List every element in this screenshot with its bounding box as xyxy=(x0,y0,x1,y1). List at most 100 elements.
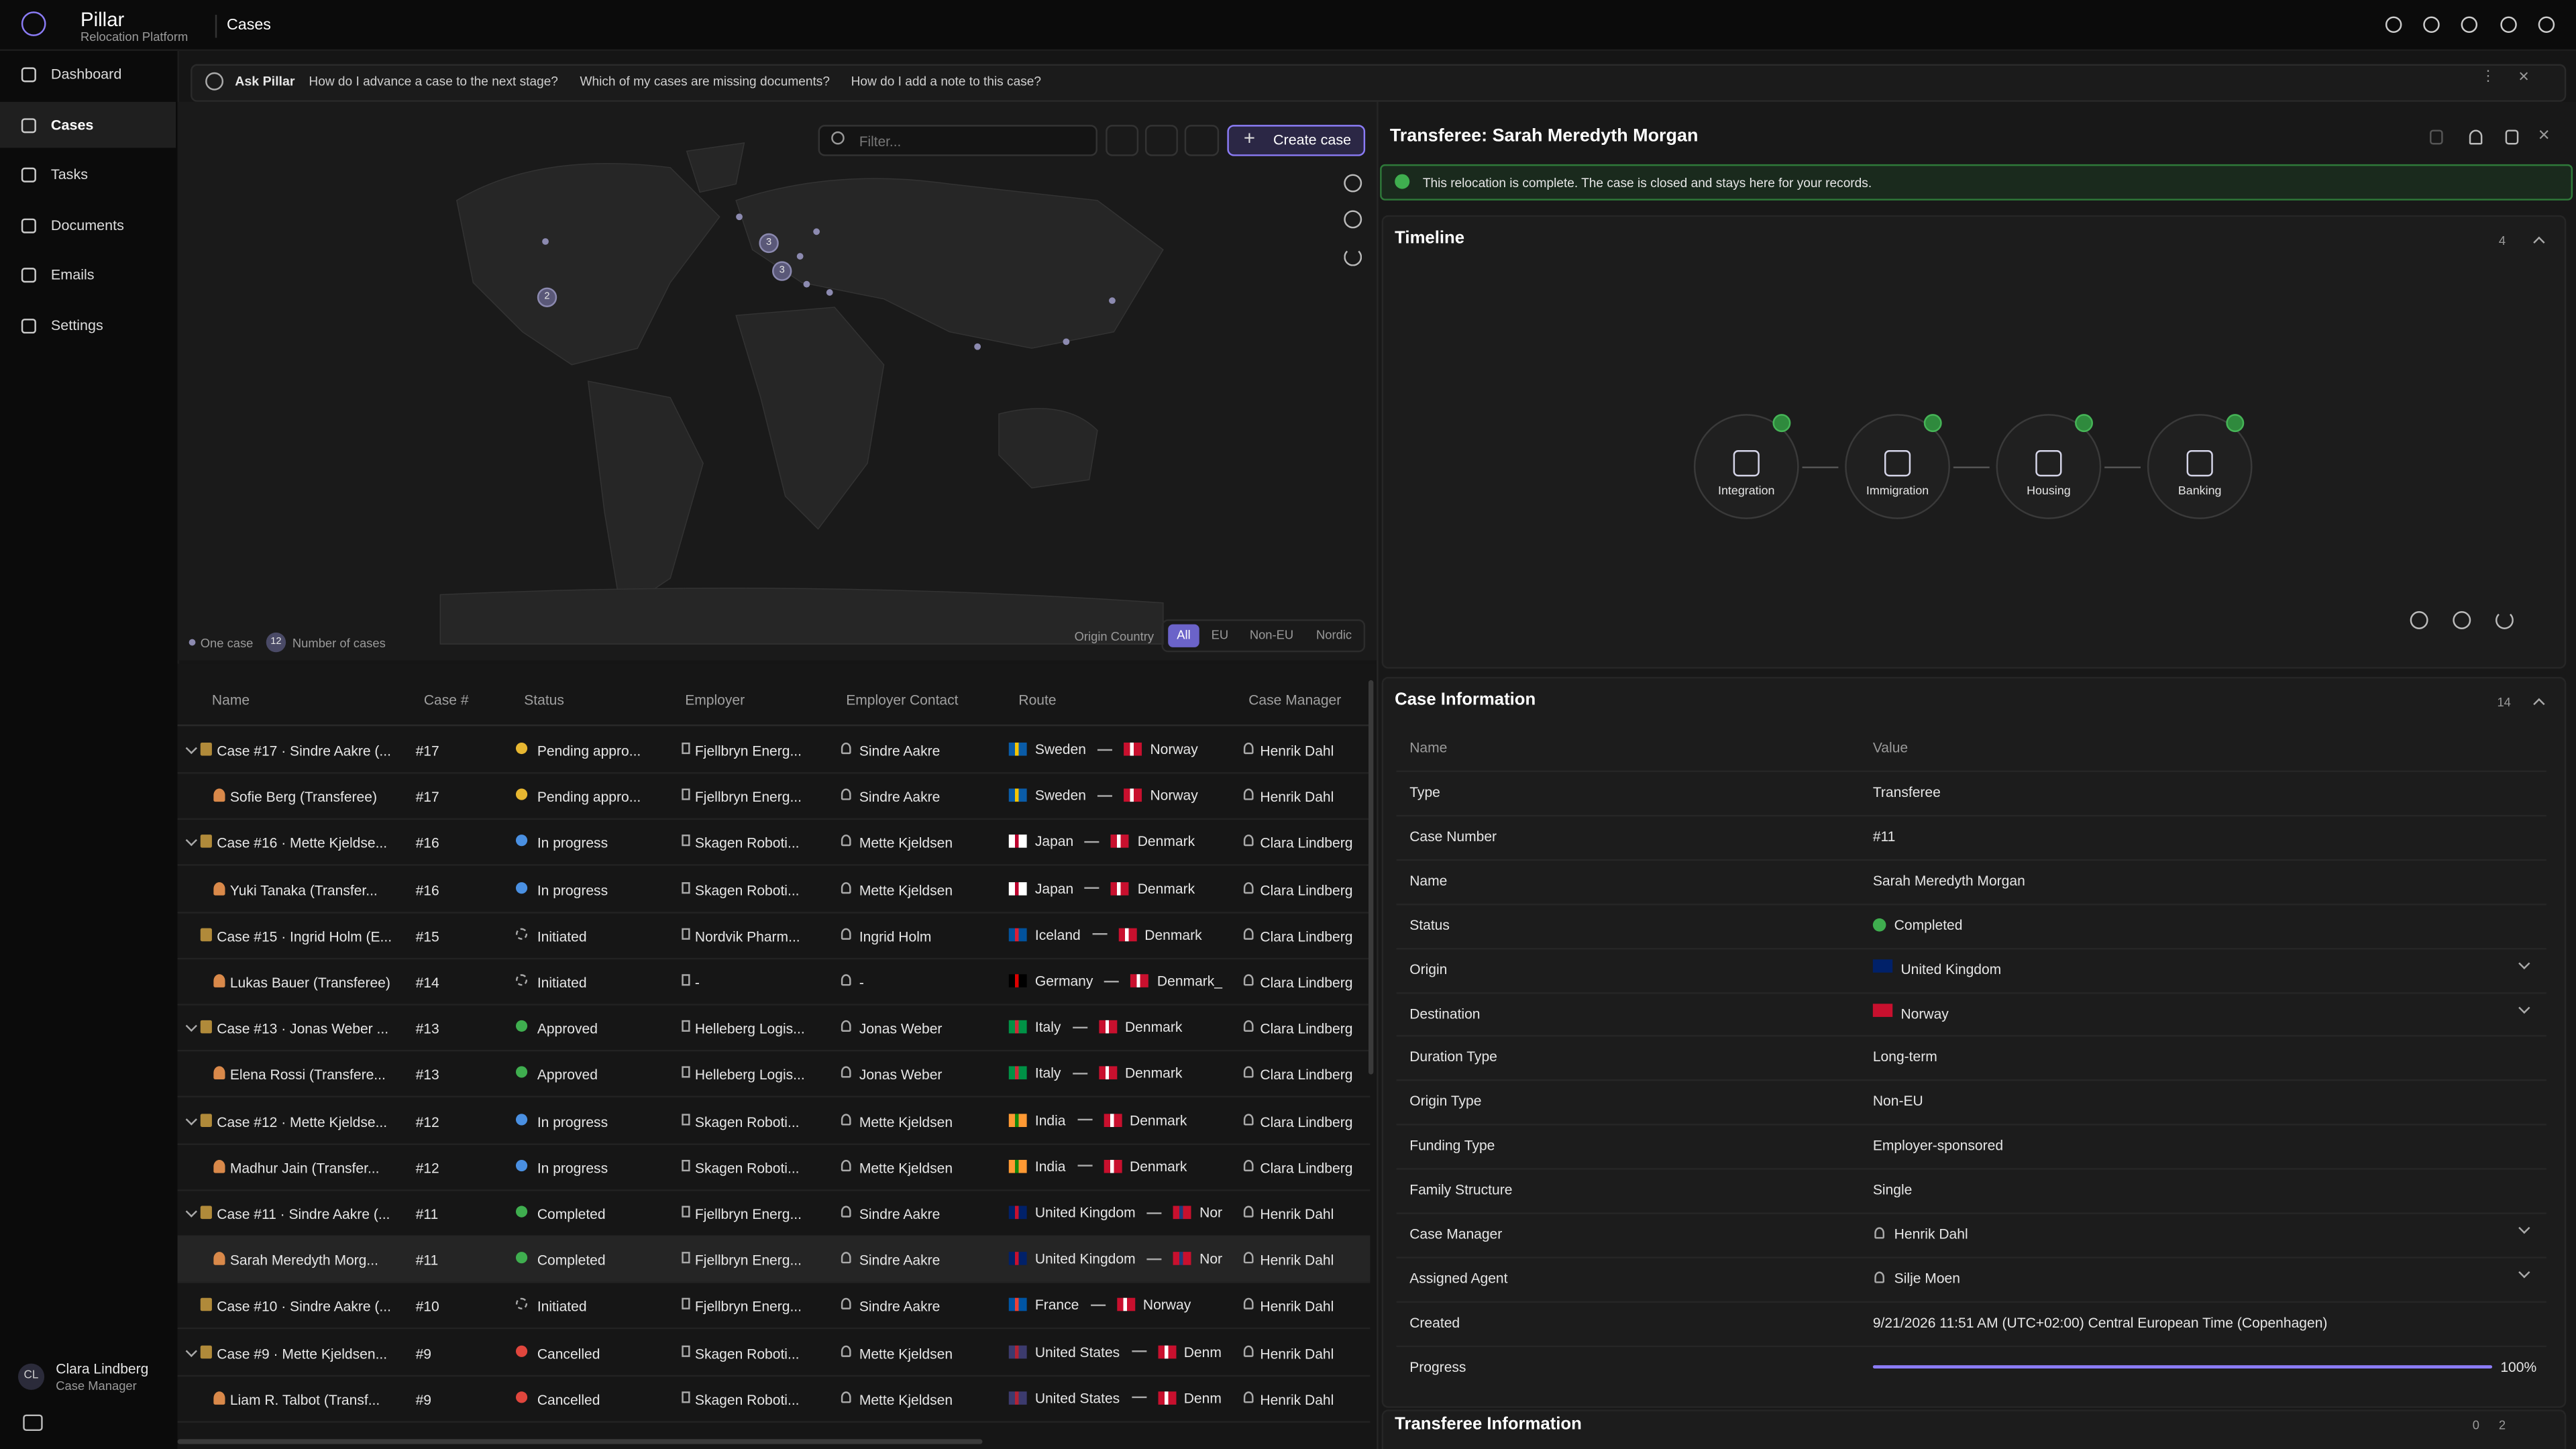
table-row[interactable]: Yuki Tanaka (Transfer... #16 In progress Sk… xyxy=(177,865,1371,913)
map-point[interactable] xyxy=(826,289,833,296)
filter-input[interactable] xyxy=(818,125,1097,156)
header-icon[interactable] xyxy=(2423,16,2440,33)
print-icon[interactable] xyxy=(2505,129,2519,145)
map-cluster[interactable]: 3 xyxy=(772,261,792,281)
column-header[interactable]: Status xyxy=(524,692,564,708)
reset-view[interactable] xyxy=(1344,248,1362,266)
zoom-in[interactable] xyxy=(1344,174,1362,193)
table-row[interactable]: Lukas Bauer (Transferee) #14 Initiated - - Ge… xyxy=(177,958,1371,1006)
row-status: In progress xyxy=(537,1113,608,1130)
table-row[interactable]: Case #15 · Ingrid Holm (E... #15 Initiated… xyxy=(177,912,1371,959)
nav-item[interactable]: Settings xyxy=(50,317,103,334)
expand-chevron[interactable] xyxy=(185,1020,197,1032)
ask-suggestion[interactable]: How do I add a note to this case? xyxy=(851,74,1042,89)
contact-icon xyxy=(841,1113,851,1125)
map-point[interactable] xyxy=(974,343,981,350)
flag xyxy=(1872,959,1893,972)
status-dot xyxy=(515,1113,528,1125)
manager-icon xyxy=(1243,742,1254,755)
table-row[interactable]: Case #13 · Jonas Weber ... #13 Approved Hel… xyxy=(177,1004,1371,1052)
scrollbar[interactable] xyxy=(1368,680,1374,1075)
ask-menu[interactable]: ⋮ xyxy=(2480,67,2496,84)
map-point[interactable] xyxy=(736,213,743,221)
create-button[interactable] xyxy=(1227,125,1366,156)
column-header[interactable]: Employer xyxy=(685,692,745,708)
column-header[interactable]: Employer Contact xyxy=(846,692,959,708)
avatar[interactable]: CL xyxy=(17,1363,45,1390)
table-row[interactable]: Case #17 · Sindre Aakre (... #17 Pending a… xyxy=(177,726,1371,774)
row-contact: Ingrid Holm xyxy=(859,928,932,945)
table-row[interactable]: Case #16 · Mette Kjeldse... #16 In progres… xyxy=(177,819,1371,867)
ask-close[interactable]: × xyxy=(2518,67,2530,87)
header-icon[interactable] xyxy=(2538,16,2555,33)
nav-item[interactable]: Tasks xyxy=(50,166,89,183)
info-card xyxy=(1381,676,2567,1408)
map-point[interactable] xyxy=(1109,297,1116,305)
map-cluster[interactable]: 3 xyxy=(759,233,779,254)
column-header[interactable]: Route xyxy=(1018,692,1057,708)
origin-filter-option[interactable]: All xyxy=(1168,624,1199,647)
header-icon[interactable] xyxy=(2385,16,2402,33)
ask-suggestion[interactable]: Which of my cases are missing documents? xyxy=(580,74,830,89)
table-row[interactable]: Sofie Berg (Transferee) #17 Pending appro.… xyxy=(177,772,1371,820)
table-row[interactable]: Case #11 · Sindre Aakre (... #11 Completed… xyxy=(177,1189,1371,1238)
action-icon[interactable] xyxy=(2430,129,2443,145)
row-case: #13 xyxy=(415,1020,439,1037)
banner-icon xyxy=(1395,174,1410,189)
origin-filter-option[interactable]: Nordic xyxy=(1316,627,1352,643)
nav-item[interactable]: Cases xyxy=(50,115,94,133)
map-point[interactable] xyxy=(1063,338,1070,345)
step-connector xyxy=(1953,466,1990,468)
expand-chevron[interactable] xyxy=(185,1344,197,1356)
column-header[interactable]: Case Manager xyxy=(1248,692,1342,708)
table-row[interactable]: Liam R. Talbot (Transf... #9 Cancelled Skag… xyxy=(177,1375,1371,1423)
zoom-in[interactable] xyxy=(2410,611,2428,629)
origin-filter-option[interactable]: Non-EU xyxy=(1249,627,1294,643)
reset-view[interactable] xyxy=(2496,611,2514,629)
info-value: #11 xyxy=(1872,828,1896,845)
expand-chevron[interactable] xyxy=(185,1205,197,1218)
nav-item[interactable]: Documents xyxy=(50,216,124,233)
table-row[interactable]: Madhur Jain (Transfer... #12 In progress Sk… xyxy=(177,1143,1371,1191)
table-row[interactable]: Case #12 · Mette Kjeldse... #12 In progres… xyxy=(177,1097,1371,1144)
nav-item[interactable]: Emails xyxy=(50,266,95,284)
expand-chevron[interactable] xyxy=(185,835,197,847)
map-point[interactable] xyxy=(813,228,820,235)
step-label: Banking xyxy=(2178,483,2222,498)
filter-button[interactable] xyxy=(1106,125,1139,156)
logo[interactable] xyxy=(21,11,46,36)
expand-chevron[interactable] xyxy=(185,1113,197,1125)
collapse-button[interactable] xyxy=(23,1414,43,1432)
info-value: Norway xyxy=(1900,1004,1949,1022)
map-toggle[interactable] xyxy=(1144,125,1178,156)
column-header[interactable]: Case # xyxy=(423,692,469,708)
h-scrollbar[interactable] xyxy=(177,1439,983,1444)
map-cluster[interactable]: 2 xyxy=(537,287,557,307)
header-icon[interactable] xyxy=(2500,16,2517,33)
ask-suggestion[interactable]: How do I advance a case to the next stag… xyxy=(309,74,558,89)
route: United Kingdom Nor xyxy=(1008,1204,1338,1221)
map-point[interactable] xyxy=(803,280,810,288)
origin-filter-option[interactable]: EU xyxy=(1211,627,1229,643)
map-point[interactable] xyxy=(796,253,804,260)
header-icon[interactable] xyxy=(2461,16,2478,33)
zoom-out[interactable] xyxy=(1344,210,1362,229)
info-value: Henrik Dahl xyxy=(1894,1225,1968,1242)
employer-icon xyxy=(682,1344,690,1356)
row-status: In progress xyxy=(537,1159,608,1176)
bell-icon[interactable] xyxy=(2469,129,2483,145)
case-icon xyxy=(200,1020,212,1034)
zoom-out[interactable] xyxy=(2453,611,2471,629)
detail-close[interactable]: × xyxy=(2538,123,2550,146)
table-row[interactable]: Elena Rossi (Transfere... #13 Approved Hell… xyxy=(177,1051,1371,1098)
map-point[interactable] xyxy=(542,238,549,245)
table-row[interactable]: Case #9 · Mette Kjeldsen... #9 Cancelled Sk… xyxy=(177,1328,1371,1377)
country: Sweden xyxy=(1034,741,1086,757)
table-row[interactable]: Case #10 · Sindre Aakre (... #10 Initiated… xyxy=(177,1282,1371,1330)
expand-chevron[interactable] xyxy=(185,742,197,755)
nav-item[interactable]: Dashboard xyxy=(50,65,122,83)
table-row[interactable]: Sarah Meredyth Morg... #11 Completed Fjellb… xyxy=(177,1236,1371,1284)
settings-button[interactable] xyxy=(1184,125,1220,156)
column-header[interactable]: Name xyxy=(211,692,250,708)
row-status: Initiated xyxy=(537,928,587,945)
